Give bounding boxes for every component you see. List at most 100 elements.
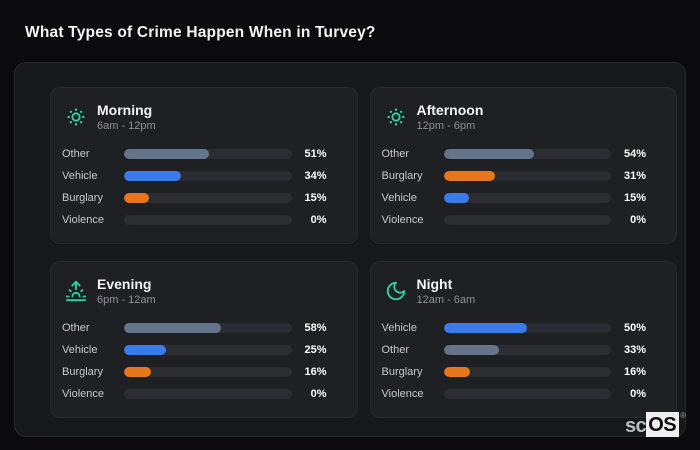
crime-stat-row: Other 51%	[62, 147, 340, 161]
crime-type-label: Violence	[381, 214, 424, 227]
crime-stat-row: Violence 0%	[382, 213, 660, 227]
percentage-value: 54%	[623, 148, 646, 161]
card-time-range: 6pm - 12am	[97, 294, 156, 307]
crime-stat-row: Vehicle 34%	[62, 169, 340, 183]
registered-trademark-icon: ®	[680, 411, 686, 420]
card-header: Evening 6pm - 12am	[62, 274, 340, 306]
percentage-value: 50%	[623, 322, 646, 335]
crime-stat-row: Burglary 31%	[382, 169, 660, 183]
percentage-value: 25%	[304, 344, 327, 357]
card-header: Afternoon 12pm - 6pm	[382, 100, 660, 132]
bar-track	[124, 193, 292, 204]
bar-track	[124, 323, 292, 334]
bar-track	[124, 149, 292, 160]
card-header-text: Morning 6am - 12pm	[97, 102, 156, 132]
percentage-value: 31%	[623, 170, 646, 183]
time-period-card: Morning 6am - 12pm Other 51% Vehicle 34%…	[50, 87, 358, 244]
card-time-range: 6am - 12pm	[97, 120, 156, 133]
crime-type-label: Other	[381, 344, 410, 357]
crime-stat-row: Violence 0%	[382, 387, 660, 401]
bar-fill	[124, 345, 166, 356]
page-title: What Types of Crime Happen When in Turve…	[25, 24, 376, 41]
bar-track	[124, 215, 292, 226]
bar-track	[124, 367, 292, 378]
card-time-range: 12pm - 6pm	[416, 120, 476, 133]
bar-fill	[443, 193, 469, 204]
bar-fill	[443, 171, 496, 182]
card-title: Evening	[97, 276, 152, 292]
percentage-value: 15%	[623, 192, 646, 205]
crime-type-label: Vehicle	[62, 344, 98, 357]
bar-track	[443, 323, 611, 334]
time-period-card: Evening 6pm - 12am Other 58% Vehicle 25%…	[50, 261, 358, 418]
card-header: Morning 6am - 12pm	[62, 100, 340, 132]
bar-fill	[124, 323, 222, 334]
crime-stat-row: Vehicle 25%	[62, 343, 340, 357]
percentage-value: 15%	[304, 192, 327, 205]
scos-logo: sc OS ®	[625, 412, 686, 437]
crime-type-label: Other	[62, 322, 90, 335]
crime-stat-row: Other 58%	[62, 321, 340, 335]
bar-fill	[443, 323, 528, 334]
percentage-value: 58%	[304, 322, 327, 335]
percentage-value: 0%	[630, 214, 646, 227]
card-title: Afternoon	[416, 102, 484, 118]
bar-track	[124, 389, 292, 400]
crime-stat-row: Other 54%	[382, 147, 660, 161]
bar-track	[443, 389, 611, 400]
bar-track	[124, 345, 292, 356]
crime-type-label: Violence	[62, 214, 104, 227]
bar-track	[443, 193, 611, 204]
crime-stat-row: Burglary 15%	[62, 191, 340, 205]
percentage-value: 34%	[304, 170, 327, 183]
bar-chart: Vehicle 50% Other 33% Burglary 16% Viole…	[382, 321, 660, 401]
crime-type-label: Burglary	[381, 366, 423, 379]
bar-track	[443, 367, 611, 378]
percentage-value: 0%	[630, 388, 646, 401]
bar-track	[443, 345, 611, 356]
bar-fill	[124, 193, 150, 204]
crime-type-label: Other	[381, 148, 410, 161]
crime-type-label: Violence	[381, 388, 424, 401]
crime-type-label: Other	[62, 148, 90, 161]
crime-stat-row: Vehicle 15%	[382, 191, 660, 205]
card-header-text: Afternoon 12pm - 6pm	[417, 102, 484, 132]
bar-fill	[443, 149, 534, 160]
card-title: Night	[416, 276, 453, 292]
bar-chart: Other 58% Vehicle 25% Burglary 16% Viole…	[62, 321, 340, 401]
time-period-card: Night 12am - 6am Vehicle 50% Other 33% B…	[369, 261, 677, 418]
percentage-value: 0%	[310, 214, 327, 227]
crime-stat-row: Burglary 16%	[62, 365, 340, 379]
crime-type-label: Burglary	[381, 170, 423, 183]
sun-icon	[385, 106, 407, 128]
crime-type-label: Violence	[62, 388, 104, 401]
bar-fill	[124, 171, 181, 182]
percentage-value: 33%	[623, 344, 646, 357]
bar-track	[443, 215, 611, 226]
time-period-card: Afternoon 12pm - 6pm Other 54% Burglary …	[369, 87, 677, 244]
bar-chart: Other 54% Burglary 31% Vehicle 15% Viole…	[382, 147, 660, 227]
bar-fill	[443, 345, 499, 356]
moon-icon	[385, 280, 407, 302]
percentage-value: 0%	[310, 388, 327, 401]
percentage-value: 16%	[623, 366, 646, 379]
percentage-value: 16%	[304, 366, 327, 379]
card-time-range: 12am - 6am	[416, 294, 476, 307]
card-title: Morning	[97, 102, 153, 118]
bar-track	[443, 149, 611, 160]
card-header-text: Evening 6pm - 12am	[97, 276, 156, 306]
scos-logo-suffix: OS	[646, 412, 680, 437]
crime-type-label: Burglary	[62, 366, 103, 379]
card-header-text: Night 12am - 6am	[417, 276, 476, 306]
crime-stat-row: Burglary 16%	[382, 365, 660, 379]
sun-icon	[65, 106, 87, 128]
crime-stat-row: Vehicle 50%	[382, 321, 660, 335]
crime-type-label: Vehicle	[62, 170, 98, 183]
percentage-value: 51%	[304, 148, 327, 161]
crime-stat-row: Violence 0%	[62, 387, 340, 401]
crime-stat-row: Other 33%	[382, 343, 660, 357]
crime-type-label: Burglary	[62, 192, 103, 205]
bar-fill	[124, 367, 151, 378]
bar-track	[443, 171, 611, 182]
crime-by-time-panel: Morning 6am - 12pm Other 51% Vehicle 34%…	[14, 62, 686, 437]
